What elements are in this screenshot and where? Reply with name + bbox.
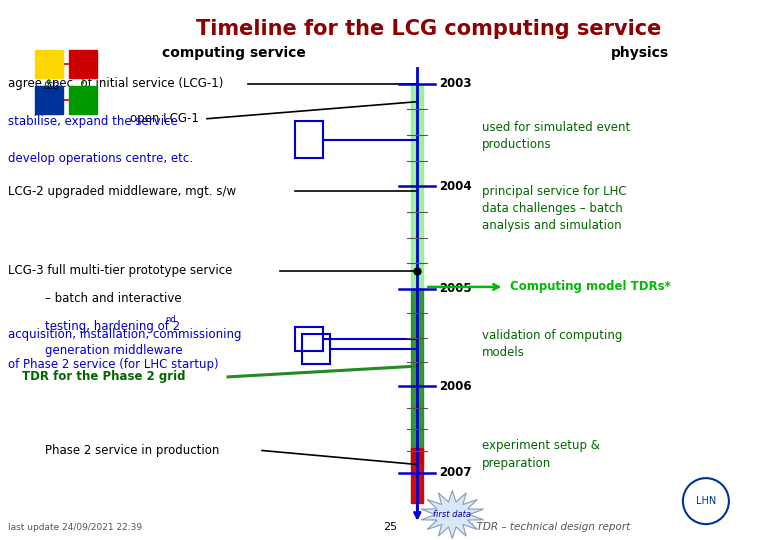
Text: agree spec. of initial service (LCG-1): agree spec. of initial service (LCG-1): [8, 77, 223, 90]
Text: validation of computing
models: validation of computing models: [482, 329, 622, 359]
Polygon shape: [421, 490, 484, 538]
Text: 25: 25: [383, 522, 397, 532]
Text: 2004: 2004: [439, 180, 472, 193]
Text: Timeline for the LCG computing service: Timeline for the LCG computing service: [197, 19, 661, 39]
Text: LCG-3 full multi-tier prototype service: LCG-3 full multi-tier prototype service: [8, 265, 232, 278]
Text: 2005: 2005: [439, 282, 472, 295]
Text: generation middleware: generation middleware: [45, 345, 183, 357]
Text: first data: first data: [434, 510, 471, 519]
Text: of Phase 2 service (for LHC startup): of Phase 2 service (for LHC startup): [8, 357, 218, 370]
Text: 2003: 2003: [439, 77, 472, 90]
Bar: [69, 86, 97, 114]
Text: computing service: computing service: [162, 46, 306, 60]
Text: acquisition, installation, commissioning: acquisition, installation, commissioning: [8, 328, 242, 341]
Text: nd: nd: [165, 315, 176, 325]
Text: – batch and interactive: – batch and interactive: [45, 292, 182, 306]
Bar: [411, 84, 424, 289]
Text: open LCG-1: open LCG-1: [130, 112, 199, 125]
Text: last update 24/09/2021 22:39: last update 24/09/2021 22:39: [8, 523, 142, 532]
Text: develop operations centre, etc.: develop operations centre, etc.: [8, 152, 193, 165]
Text: LCG: LCG: [44, 82, 60, 91]
Text: * TDR – technical design report: * TDR – technical design report: [468, 522, 630, 532]
Text: 2006: 2006: [439, 380, 472, 393]
Text: physics: physics: [611, 46, 668, 60]
Text: LHN: LHN: [696, 496, 716, 506]
Text: 2007: 2007: [439, 466, 472, 479]
Text: stabilise, expand the service: stabilise, expand the service: [8, 115, 178, 128]
Text: testing, hardening of 2: testing, hardening of 2: [45, 320, 180, 333]
Bar: [35, 86, 63, 114]
Text: TDR for the Phase 2 grid: TDR for the Phase 2 grid: [22, 370, 186, 383]
Bar: [411, 289, 424, 462]
Text: principal service for LHC
data challenges – batch
analysis and simulation: principal service for LHC data challenge…: [482, 185, 627, 232]
Text: LCG-2 upgraded middleware, mgt. s/w: LCG-2 upgraded middleware, mgt. s/w: [8, 185, 236, 198]
Text: Phase 2 service in production: Phase 2 service in production: [45, 444, 219, 457]
Bar: [69, 50, 97, 78]
Text: experiment setup &
preparation: experiment setup & preparation: [482, 440, 600, 469]
Bar: [411, 448, 424, 503]
Text: used for simulated event
productions: used for simulated event productions: [482, 122, 630, 151]
Text: Computing model TDRs*: Computing model TDRs*: [510, 280, 671, 293]
Bar: [35, 50, 63, 78]
